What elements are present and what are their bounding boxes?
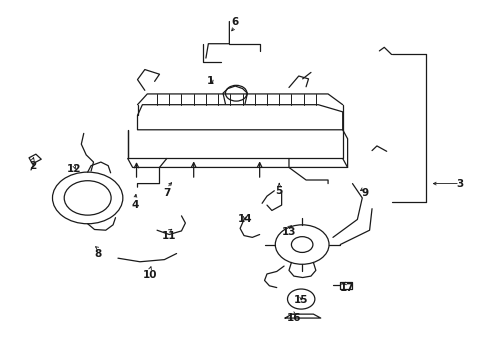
Text: 7: 7 — [163, 188, 171, 198]
Text: 9: 9 — [361, 188, 368, 198]
Text: 16: 16 — [287, 313, 301, 323]
Text: 11: 11 — [162, 231, 176, 240]
Text: 8: 8 — [95, 248, 102, 258]
Text: 6: 6 — [232, 17, 239, 27]
Text: 15: 15 — [294, 295, 308, 305]
Text: 3: 3 — [456, 179, 464, 189]
Text: 14: 14 — [238, 215, 252, 224]
Text: 13: 13 — [282, 227, 296, 237]
Text: 5: 5 — [275, 186, 283, 196]
Text: 17: 17 — [340, 283, 355, 293]
Text: 4: 4 — [131, 200, 139, 210]
Text: 2: 2 — [29, 161, 36, 171]
Text: 12: 12 — [67, 164, 81, 174]
Text: 10: 10 — [143, 270, 157, 280]
Text: 1: 1 — [207, 76, 215, 86]
